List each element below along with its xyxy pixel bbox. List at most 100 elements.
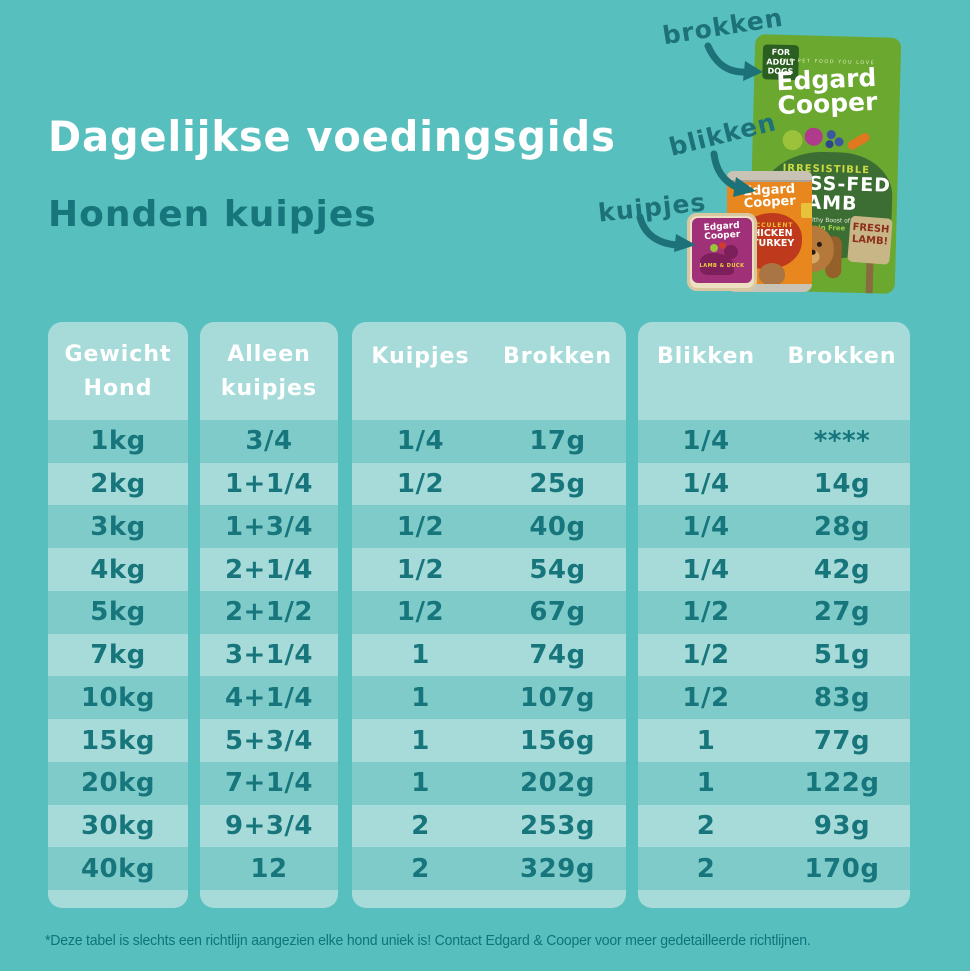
table-cell: 54g xyxy=(529,554,586,585)
table-cell: 1/4 xyxy=(396,426,445,457)
table-row: 5kg xyxy=(48,590,188,634)
table-cell: 170g xyxy=(804,853,880,884)
table-cell: 7+1/4 xyxy=(224,768,314,799)
column-rows: 1kg 2kg 3kg 4kg 5kg 7kg 10kg 15kg 20kg 30kg 40kg xyxy=(48,420,188,891)
can-corner-badge xyxy=(801,203,812,218)
table-row: 1/2 25g xyxy=(352,463,626,506)
table-row: 7kg xyxy=(48,634,188,677)
table-cell: 1+1/4 xyxy=(224,469,314,500)
column-header-line: Kuipjes xyxy=(371,344,470,369)
table-row: 1 107g xyxy=(352,676,626,720)
feeding-table: Gewicht Hond 1kg 2kg 3kg 4kg 5kg 7kg 10kg 15kg 20… xyxy=(0,322,970,908)
column-only-tubs: Alleen kuipjes 3/4 1+1/4 1+3/4 2+1/4 2+1/2 3+1… xyxy=(200,322,338,908)
table-row: 1/2 54g xyxy=(352,548,626,591)
table-row: 1+1/4 xyxy=(200,463,338,506)
table-row: 1 74g xyxy=(352,634,626,677)
column-rows: 1/4 **** 1/4 14g 1/4 28g 1/4 42g 1/2 27g 1/2 51g 1/2… xyxy=(638,420,910,891)
table-row: 1/2 27g xyxy=(638,590,910,634)
table-cell: 51g xyxy=(813,640,871,671)
brokken-arrow-icon xyxy=(704,42,763,81)
table-row: 5+3/4 xyxy=(200,719,338,762)
table-cell: 2 xyxy=(411,853,430,884)
table-cell: 1/4 xyxy=(682,554,730,585)
tub-label: Edgard Cooper LAMB & DUCK xyxy=(692,218,752,283)
table-row: 1/4 28g xyxy=(638,505,910,549)
table-cell: 107g xyxy=(520,682,595,713)
table-row: 12 xyxy=(200,847,338,891)
table-row: 1 122g xyxy=(638,761,910,805)
table-row: 2+1/4 xyxy=(200,548,338,591)
table-cell: 10kg xyxy=(80,682,156,713)
table-cell: 28g xyxy=(813,511,871,542)
table-row: 2 253g xyxy=(352,805,626,848)
column-header-line: kuipjes xyxy=(220,375,318,401)
column-header-line: Brokken xyxy=(503,344,612,369)
table-cell: 40g xyxy=(529,511,586,542)
table-cell: 1/4 xyxy=(682,469,730,500)
table-cell: 1 xyxy=(411,768,430,799)
tub-flavor: LAMB & DUCK xyxy=(699,263,745,269)
table-cell: 2 xyxy=(696,853,716,884)
carrot-icon xyxy=(845,131,872,152)
table-row: 1 77g xyxy=(638,719,910,762)
table-row: 10kg xyxy=(48,676,188,720)
table-cell: 329g xyxy=(520,853,595,884)
can-lid xyxy=(727,171,812,182)
table-cell: 3+1/4 xyxy=(224,640,314,671)
table-row: 2 93g xyxy=(638,805,910,848)
can-base-rim xyxy=(727,284,812,292)
can-flavor: CHICKEN &TURKEY xyxy=(743,228,795,249)
table-cell: 15kg xyxy=(80,725,156,756)
table-cell: 27g xyxy=(813,597,871,628)
table-cell: 4kg xyxy=(90,554,146,585)
table-row: 1/2 40g xyxy=(352,505,626,549)
table-cell: 1kg xyxy=(90,426,146,457)
column-header-line: Brokken xyxy=(787,344,897,369)
table-cell: 40kg xyxy=(80,853,156,884)
table-cell: 7kg xyxy=(90,640,146,671)
berry-icon xyxy=(719,242,726,249)
table-cell: 1/2 xyxy=(396,469,445,500)
table-cell: 93g xyxy=(813,810,871,841)
table-cell: 77g xyxy=(813,725,871,756)
table-cell: 5kg xyxy=(90,597,146,628)
table-cell: 3/4 xyxy=(245,426,293,457)
table-cell: 1/2 xyxy=(682,597,730,628)
table-cell: 2kg xyxy=(90,469,146,500)
can-claim: SUCCULENT xyxy=(744,222,794,229)
tub-dog-illustration xyxy=(700,245,738,275)
table-cell: 2+1/4 xyxy=(224,554,314,585)
column-header: Alleen kuipjes xyxy=(200,322,338,420)
apple-icon xyxy=(782,129,803,151)
table-cell: 9+3/4 xyxy=(224,810,314,841)
blikken-arrow-icon xyxy=(710,150,756,197)
table-row: 7+1/4 xyxy=(200,761,338,805)
table-cell: 2 xyxy=(411,810,430,841)
table-cell: 1/2 xyxy=(396,597,445,628)
table-row: 30kg xyxy=(48,805,188,848)
brand-logo: Edgard Cooper xyxy=(775,62,878,120)
column-header-line: Gewicht xyxy=(64,341,172,367)
table-cell: 25g xyxy=(529,469,586,500)
table-row: 3/4 xyxy=(200,420,338,463)
table-cell: 30kg xyxy=(80,810,156,841)
column-tubs-kibble: Kuipjes Brokken 1/4 17g 1/2 25g 1/2 40g 1/2 54g 1… xyxy=(352,322,626,908)
table-row: 1/4 17g xyxy=(352,420,626,463)
apple-icon xyxy=(710,244,718,252)
page-subtitle: Honden kuipjes xyxy=(48,194,377,235)
table-cell: **** xyxy=(813,426,871,457)
table-row: 2kg xyxy=(48,463,188,506)
table-cell: 1/2 xyxy=(396,511,445,542)
table-cell: 1 xyxy=(411,640,430,671)
table-cell: 74g xyxy=(529,640,586,671)
table-cell: 1+3/4 xyxy=(224,511,314,542)
table-cell: 122g xyxy=(804,768,880,799)
table-cell: 1 xyxy=(411,682,430,713)
table-cell: 42g xyxy=(813,554,871,585)
footnote: *Deze tabel is slechts een richtlijn aan… xyxy=(45,933,811,949)
table-row: 1/2 67g xyxy=(352,590,626,634)
table-cell: 1 xyxy=(696,768,716,799)
table-cell: 20kg xyxy=(80,768,156,799)
column-weight: Gewicht Hond 1kg 2kg 3kg 4kg 5kg 7kg 10kg 15kg 20… xyxy=(48,322,188,908)
